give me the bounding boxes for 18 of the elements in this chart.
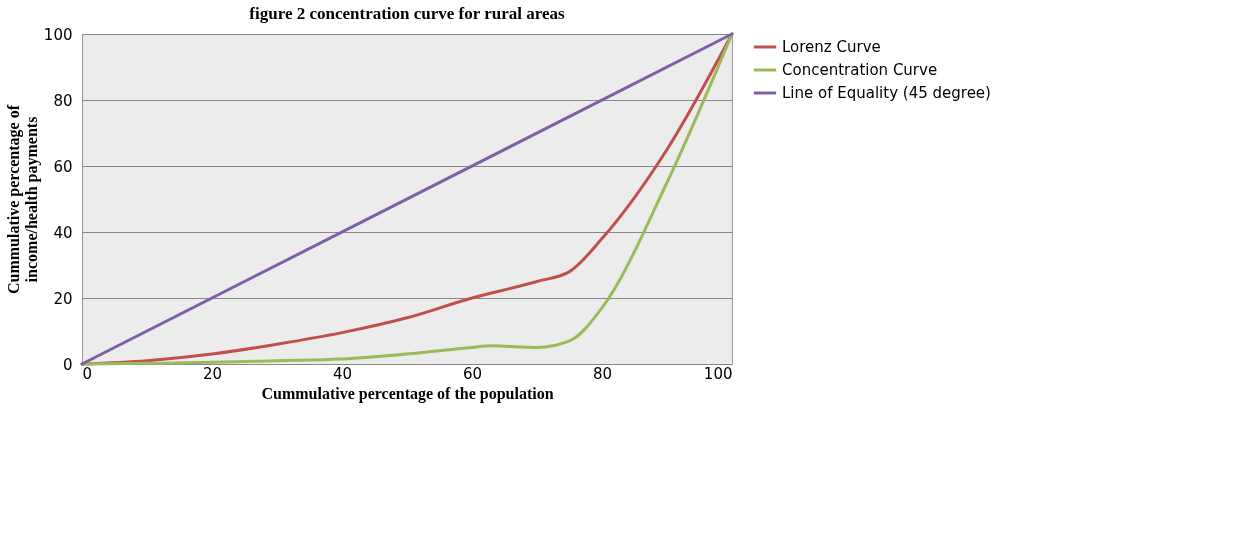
x-tick-label: 0 (82, 364, 93, 383)
line-series (80, 32, 734, 366)
y-tick-label: 40 (53, 223, 73, 242)
x-tick-label: 40 (332, 364, 353, 383)
y-tick-label: 20 (53, 289, 73, 308)
x-tick-label: 20 (202, 364, 223, 383)
y-axis-title: Cummulative percentage of income/health payments (4, 104, 41, 294)
y-tick-label: 60 (53, 157, 73, 176)
y-tick-label: 100 (43, 25, 73, 44)
chart-title: figure 2 concentration curve for rural areas (249, 4, 566, 23)
y-tick-label: 80 (53, 91, 73, 110)
x-tick-label: 60 (462, 364, 483, 383)
legend-label: Line of Equality (45 degree) (782, 84, 991, 102)
legend-label: Lorenz Curve (782, 38, 881, 56)
x-tick-label: 80 (592, 364, 613, 383)
x-tick-label: 100 (703, 364, 733, 383)
x-axis-title: Cummulative percentage of the population (261, 384, 554, 403)
legend-label: Concentration Curve (782, 61, 938, 79)
